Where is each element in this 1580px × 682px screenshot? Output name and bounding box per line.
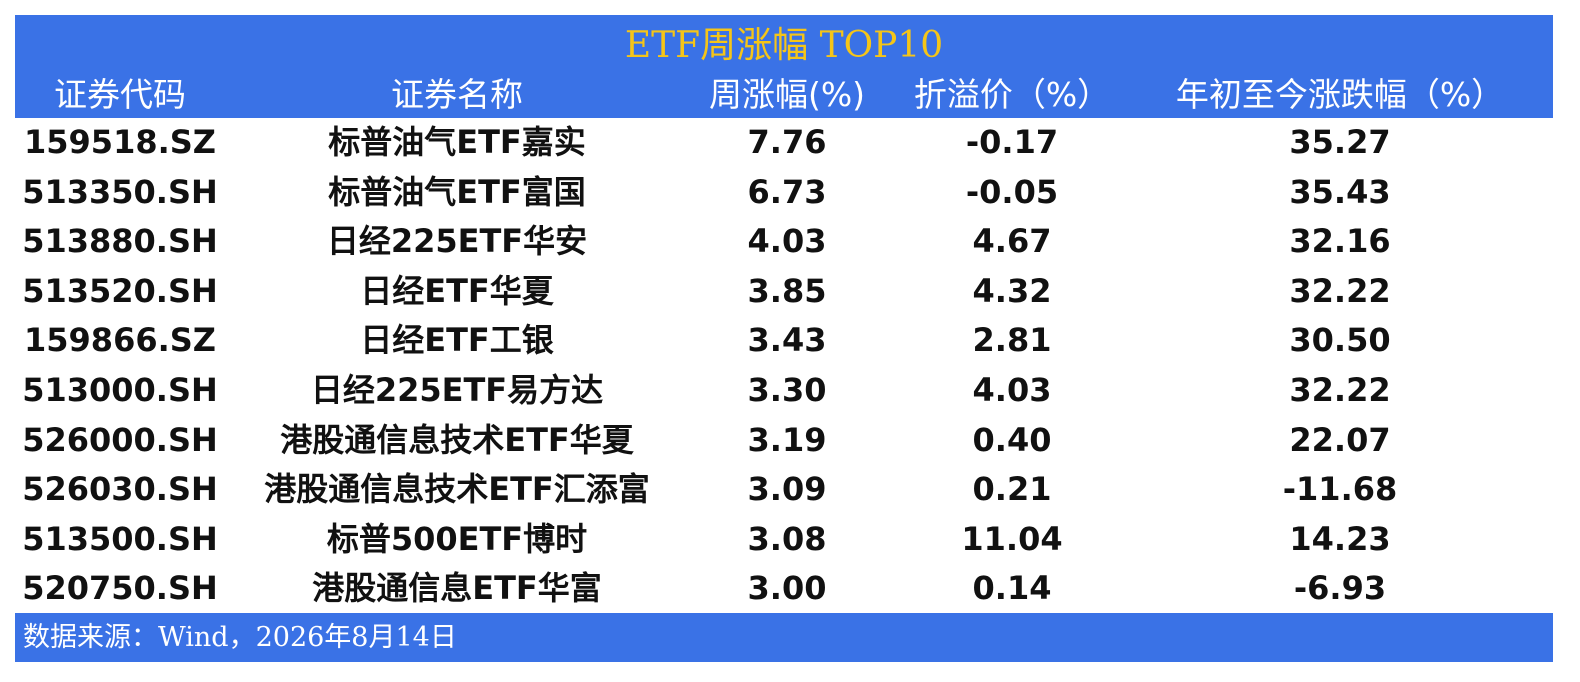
table-cell: 513000.SH — [22, 371, 218, 409]
table-row: 513520.SH 日经ETF华夏 3.85 4.32 32.22 — [15, 267, 1553, 317]
column-header: 证券名称 — [391, 75, 523, 114]
table-cell: 159866.SZ — [24, 321, 216, 360]
table-cell: 513500.SH — [22, 519, 218, 558]
source-note: 数据来源：Wind，2026年8月14日 — [23, 622, 457, 653]
table-cell: 0.14 — [972, 569, 1052, 608]
table-row: 520750.SH 港股通信息ETF华富 3.00 0.14 -6.93 — [15, 564, 1553, 614]
table-cell: 513520.SH — [22, 271, 218, 310]
table-cell: 11.04 — [961, 519, 1063, 558]
table-cell: 14.23 — [1289, 519, 1391, 558]
table-cell: 3.19 — [747, 420, 827, 459]
table-cell: 日经225ETF易方达 — [310, 371, 604, 409]
table-cell: 0.21 — [972, 470, 1052, 509]
table-row: 159518.SZ 标普油气ETF嘉实 7.76 -0.17 35.27 — [15, 118, 1553, 168]
footer-band: 数据来源：Wind，2026年8月14日 — [15, 613, 1553, 662]
table-cell: 30.50 — [1289, 321, 1391, 360]
table-cell: 35.43 — [1289, 172, 1391, 211]
table-cell: 159518.SZ — [24, 123, 216, 161]
header-band: ETF周涨幅 TOP10 证券代码 证券名称 周涨幅(%) 折溢价（%） 年初至今涨跌幅… — [15, 15, 1553, 118]
table-row: 513880.SH 日经225ETF华安 4.03 4.67 32.16 — [15, 217, 1553, 267]
table-cell: 3.43 — [747, 321, 827, 360]
table-cell: 港股通信息技术ETF华夏 — [280, 420, 634, 459]
table-cell: 22.07 — [1289, 420, 1391, 459]
table-row: 513350.SH 标普油气ETF富国 6.73 -0.05 35.43 — [15, 168, 1553, 218]
table-cell: 3.30 — [747, 371, 827, 409]
table-cell: 3.08 — [747, 519, 827, 558]
table-cell: 526030.SH — [22, 470, 218, 509]
table-cell: 日经225ETF华安 — [326, 222, 588, 261]
table-cell: 3.00 — [747, 569, 827, 608]
column-header: 证券代码 — [54, 75, 186, 114]
table-cell: 32.22 — [1289, 371, 1391, 409]
table-cell: 4.32 — [972, 271, 1052, 310]
table-cell: 32.22 — [1289, 271, 1391, 310]
table-row: 526000.SH 港股通信息技术ETF华夏 3.19 0.40 22.07 — [15, 416, 1553, 466]
table-cell: -0.05 — [965, 172, 1059, 211]
table-cell: 3.09 — [747, 470, 827, 509]
table-cell: 标普油气ETF嘉实 — [328, 123, 586, 161]
table-cell: 513880.SH — [22, 222, 218, 261]
column-header: 折溢价（%） — [913, 75, 1111, 114]
table-row: 513500.SH 标普500ETF博时 3.08 11.04 14.23 — [15, 515, 1553, 565]
table-cell: 4.67 — [972, 222, 1052, 261]
table-cell: 7.76 — [747, 123, 827, 161]
table-cell: 标普500ETF博时 — [326, 519, 588, 558]
table-cell: 4.03 — [747, 222, 827, 261]
table-row: 513000.SH 日经225ETF易方达 3.30 4.03 32.22 — [15, 366, 1553, 416]
table-cell: 标普油气ETF富国 — [328, 172, 586, 211]
table-cell: 35.27 — [1289, 123, 1391, 161]
table-cell: -6.93 — [1293, 569, 1387, 608]
table-cell: 32.16 — [1289, 222, 1391, 261]
table-cell: 港股通信息ETF华富 — [312, 569, 602, 608]
table-cell: 港股通信息技术ETF汇添富 — [264, 470, 650, 509]
table-cell: 6.73 — [747, 172, 827, 211]
table-cell: 3.85 — [747, 271, 827, 310]
table-cell: 0.40 — [972, 420, 1052, 459]
table-row: 159866.SZ 日经ETF工银 3.43 2.81 30.50 — [15, 316, 1553, 366]
table-cell: 日经ETF工银 — [360, 321, 554, 360]
table-cell: 2.81 — [972, 321, 1052, 360]
table-title: ETF周涨幅 TOP10 — [624, 25, 944, 66]
table-cell: -11.68 — [1282, 470, 1398, 509]
column-header: 年初至今涨跌幅（%） — [1175, 75, 1505, 114]
table-cell: 513350.SH — [22, 172, 218, 211]
table-cell: 520750.SH — [22, 569, 218, 608]
table-cell: 4.03 — [972, 371, 1052, 409]
column-header: 周涨幅(%) — [708, 75, 866, 114]
table-cell: 日经ETF华夏 — [360, 271, 554, 310]
table-cell: -0.17 — [965, 123, 1059, 161]
table-row: 526030.SH 港股通信息技术ETF汇添富 3.09 0.21 -11.68 — [15, 465, 1553, 515]
table-cell: 526000.SH — [22, 420, 218, 459]
